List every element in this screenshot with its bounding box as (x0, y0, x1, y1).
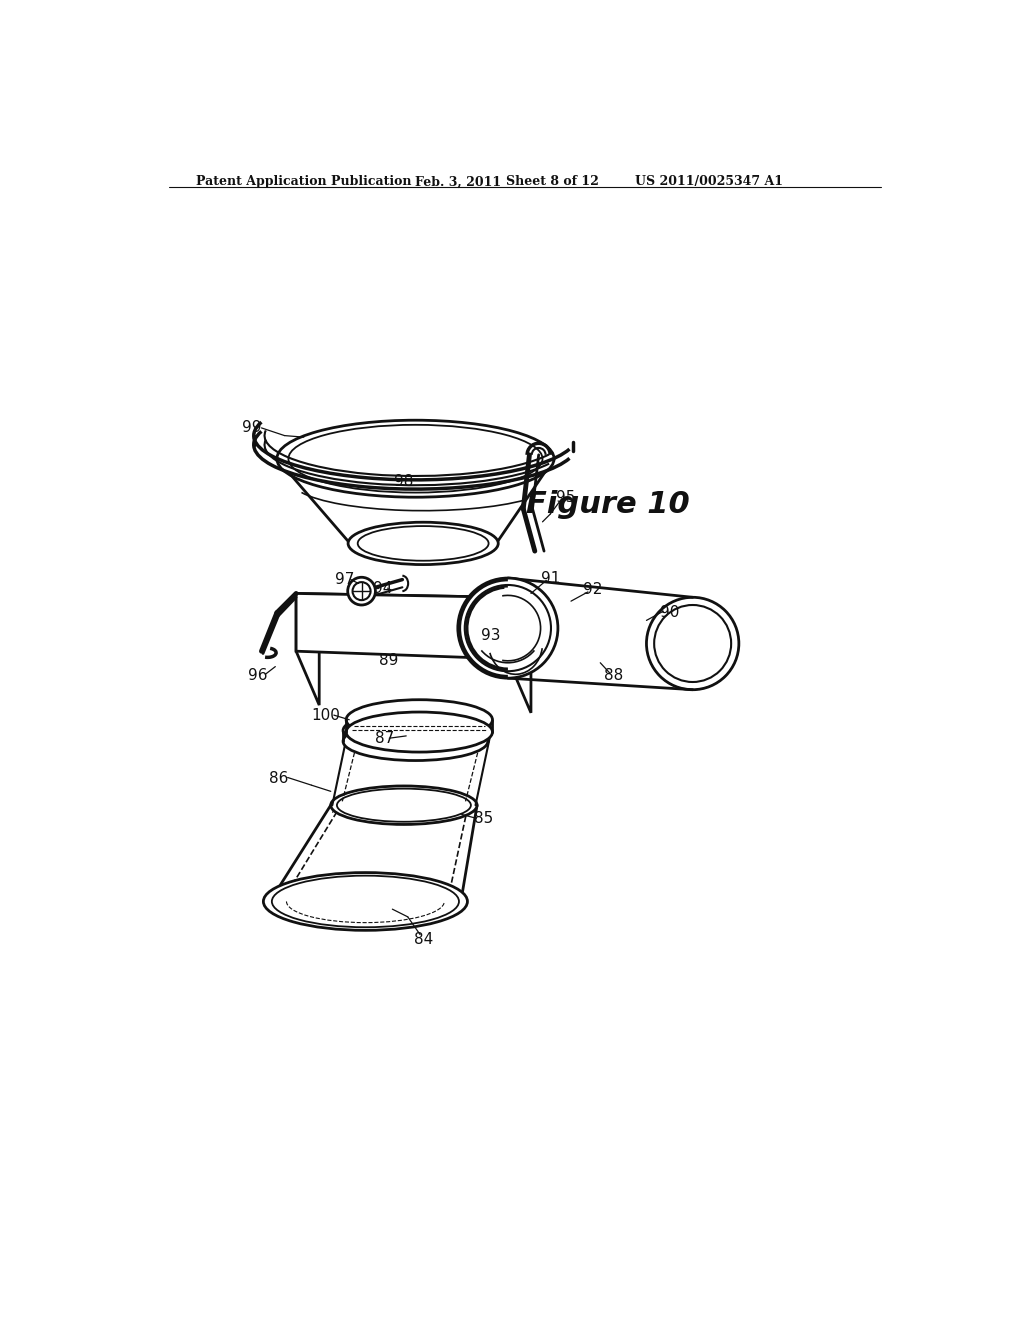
Polygon shape (296, 594, 319, 705)
Polygon shape (508, 578, 692, 689)
Ellipse shape (331, 785, 477, 825)
Ellipse shape (346, 711, 493, 752)
Ellipse shape (271, 875, 459, 927)
Ellipse shape (357, 527, 488, 561)
Text: 95: 95 (556, 490, 575, 504)
Ellipse shape (289, 425, 543, 492)
Text: 85: 85 (473, 810, 493, 826)
Text: 97: 97 (335, 572, 354, 587)
Text: 99: 99 (243, 420, 262, 436)
Ellipse shape (346, 700, 493, 739)
Text: Feb. 3, 2011: Feb. 3, 2011 (416, 176, 502, 189)
Text: 93: 93 (481, 628, 501, 643)
Text: Figure 10: Figure 10 (526, 491, 690, 519)
Text: 90: 90 (659, 605, 679, 620)
Polygon shape (508, 598, 531, 713)
Text: 96: 96 (248, 668, 267, 684)
Ellipse shape (337, 788, 471, 822)
Polygon shape (276, 459, 554, 544)
Ellipse shape (654, 605, 731, 682)
Ellipse shape (343, 711, 487, 750)
Text: Sheet 8 of 12: Sheet 8 of 12 (506, 176, 598, 189)
Polygon shape (296, 594, 508, 659)
Polygon shape (296, 594, 531, 651)
Polygon shape (267, 805, 477, 902)
Text: 86: 86 (268, 771, 288, 785)
Text: 91: 91 (541, 570, 560, 586)
Ellipse shape (458, 578, 558, 678)
Text: 92: 92 (583, 582, 602, 597)
Ellipse shape (276, 420, 554, 498)
Ellipse shape (343, 722, 487, 760)
Ellipse shape (465, 585, 551, 672)
Text: 98: 98 (394, 474, 414, 490)
Text: 100: 100 (311, 708, 340, 722)
Text: 87: 87 (375, 731, 394, 747)
Ellipse shape (348, 577, 376, 605)
Text: 94: 94 (373, 581, 392, 595)
Text: US 2011/0025347 A1: US 2011/0025347 A1 (635, 176, 783, 189)
Ellipse shape (352, 582, 371, 601)
Ellipse shape (646, 597, 739, 689)
Text: 88: 88 (604, 668, 624, 684)
Text: 84: 84 (414, 932, 433, 948)
Ellipse shape (348, 523, 499, 565)
Text: Patent Application Publication: Patent Application Publication (196, 176, 412, 189)
Text: 89: 89 (379, 653, 398, 668)
Ellipse shape (263, 873, 467, 931)
